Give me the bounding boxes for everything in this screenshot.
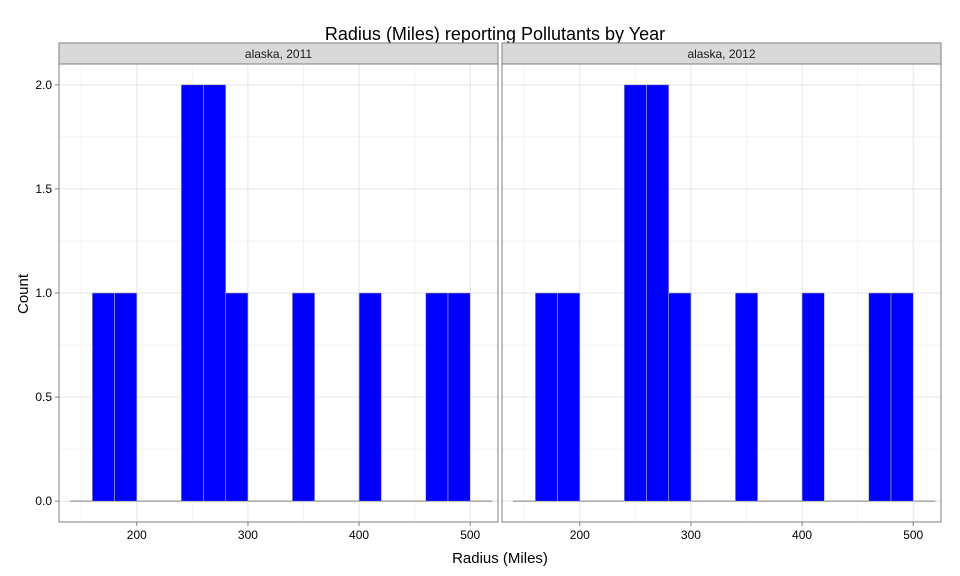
y-axis-label: Count [15, 273, 32, 314]
y-tick-label: 1.5 [35, 182, 52, 196]
x-axis-label: Radius (Miles) [452, 550, 548, 567]
histogram-bar [557, 292, 581, 502]
x-tick-label: 500 [903, 528, 923, 542]
histogram-bar [203, 84, 227, 502]
chart-title: Radius (Miles) reporting Pollutants by Y… [325, 24, 665, 44]
histogram-bar [646, 84, 670, 502]
y-tick-label: 2.0 [35, 78, 52, 92]
histogram-bar [623, 84, 647, 502]
histogram-bar [114, 292, 138, 502]
histogram-bar [535, 292, 558, 502]
facet-strip-label: alaska, 2011 [245, 47, 312, 61]
histogram-bar [225, 292, 249, 502]
histogram-bar [668, 292, 692, 502]
histogram-bar [890, 292, 914, 502]
panel-border [501, 63, 942, 523]
histogram-bar [358, 292, 382, 502]
histogram-bar [292, 292, 315, 502]
histogram-bar [92, 292, 115, 502]
x-tick-label: 300 [238, 528, 258, 542]
histogram-bar [868, 292, 892, 502]
histogram-bar [735, 292, 758, 502]
histogram-bar [801, 292, 825, 502]
y-tick-label: 1.0 [35, 286, 52, 300]
x-tick-label: 200 [127, 528, 147, 542]
facet-panel-1: alaska, 2011 200 300 400 500 0.0 0.5 1.0 1.5 2.0 [35, 42, 499, 542]
y-tick-label: 0.0 [35, 494, 52, 508]
x-tick-label: 300 [681, 528, 701, 542]
histogram-bar [425, 292, 449, 502]
facet-strip-label: alaska, 2012 [687, 47, 755, 61]
y-tick-label: 0.5 [35, 390, 52, 404]
histogram-bar [180, 84, 204, 502]
histogram-bar [447, 292, 471, 502]
x-tick-label: 400 [792, 528, 812, 542]
x-tick-label: 400 [349, 528, 369, 542]
x-tick-label: 500 [460, 528, 480, 542]
x-tick-label: 200 [570, 528, 590, 542]
facet-panel-2: alaska, 2012 200 300 400 500 [501, 42, 942, 542]
